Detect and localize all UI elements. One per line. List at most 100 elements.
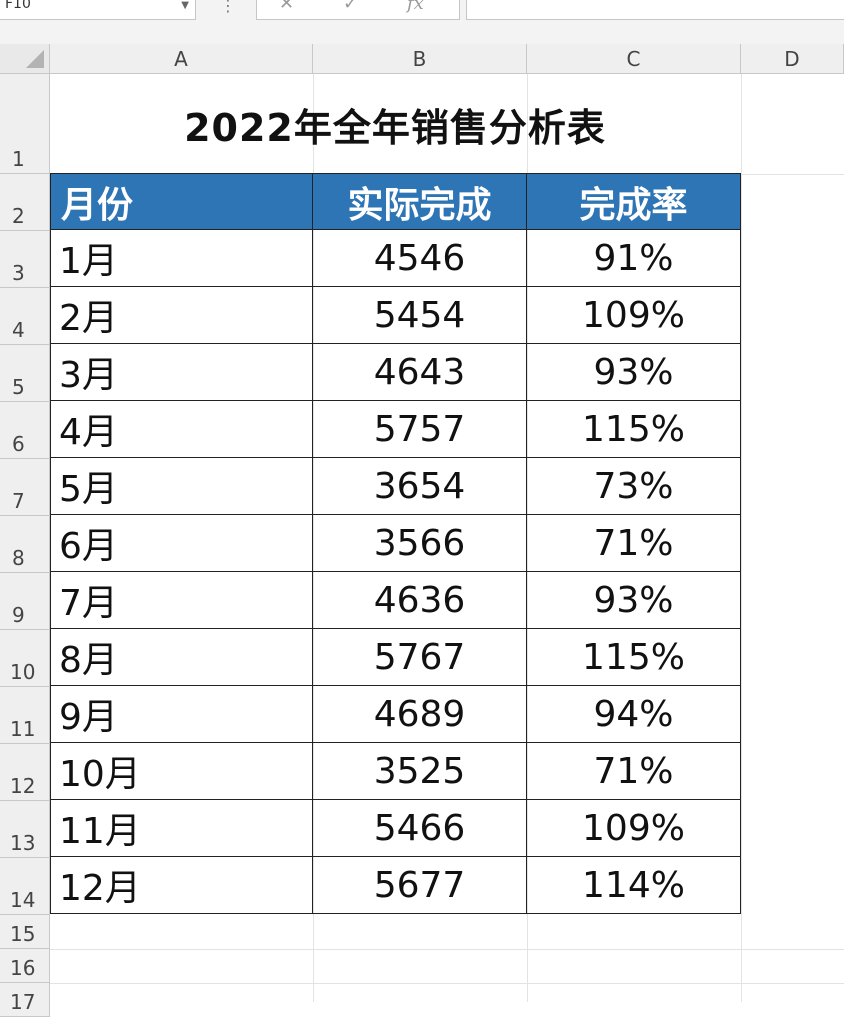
row-header[interactable]: 1 [0, 74, 50, 174]
table-row: 11月 5466 109% [50, 800, 741, 857]
cell-rate[interactable]: 93% [527, 572, 741, 629]
select-all-button[interactable] [0, 44, 50, 74]
row-number: 15 [10, 922, 36, 946]
row-header[interactable]: 2 [0, 174, 50, 231]
table-row: 7月 4636 93% [50, 572, 741, 629]
row-number: 17 [10, 990, 36, 1014]
row-header[interactable]: 17 [0, 983, 50, 1017]
row-number: 2 [12, 204, 25, 228]
table-row: 1月 4546 91% [50, 230, 741, 287]
table-row: 3月 4643 93% [50, 344, 741, 401]
enter-icon[interactable]: ✓ [343, 0, 359, 14]
row-header[interactable]: 9 [0, 573, 50, 630]
row-number: 8 [12, 546, 25, 570]
formula-input[interactable] [466, 0, 844, 20]
header-cell-month[interactable]: 月份 [50, 173, 313, 230]
cell-month[interactable]: 12月 [50, 857, 313, 914]
row-header[interactable]: 4 [0, 288, 50, 345]
row-header[interactable]: 15 [0, 915, 50, 949]
cell-rate[interactable]: 114% [527, 857, 741, 914]
cell-actual[interactable]: 5757 [313, 401, 527, 458]
sheet-title[interactable]: 2022年全年销售分析表 [184, 105, 606, 150]
gridline [527, 74, 528, 1002]
table-row: 6月 3566 71% [50, 515, 741, 572]
cell-rate[interactable]: 109% [527, 800, 741, 857]
cell-actual[interactable]: 5466 [313, 800, 527, 857]
table-row: 8月 5767 115% [50, 629, 741, 686]
cell-rate[interactable]: 94% [527, 686, 741, 743]
row-number: 3 [12, 261, 25, 285]
cell-month[interactable]: 10月 [50, 743, 313, 800]
row-header[interactable]: 14 [0, 858, 50, 915]
table-row: 4月 5757 115% [50, 401, 741, 458]
cancel-icon[interactable]: ✕ [279, 0, 295, 14]
row-header[interactable]: 12 [0, 744, 50, 801]
cell-actual[interactable]: 4689 [313, 686, 527, 743]
row-header[interactable]: 3 [0, 231, 50, 288]
cell-rate[interactable]: 71% [527, 515, 741, 572]
formula-bar: F10 ▼ ⋮ ✕ ✓ fx [0, 0, 844, 45]
cell-actual[interactable]: 3566 [313, 515, 527, 572]
header-cell-rate[interactable]: 完成率 [527, 173, 741, 230]
row-number: 14 [10, 888, 36, 912]
cell-actual[interactable]: 5454 [313, 287, 527, 344]
row-number: 7 [12, 489, 25, 513]
cell-rate[interactable]: 91% [527, 230, 741, 287]
row-header[interactable]: 5 [0, 345, 50, 402]
cell-rate[interactable]: 109% [527, 287, 741, 344]
column-header-a[interactable]: A [50, 44, 313, 74]
row-number: 13 [10, 831, 36, 855]
cell-month[interactable]: 9月 [50, 686, 313, 743]
header-cell-actual[interactable]: 实际完成 [313, 173, 527, 230]
row-number: 16 [10, 956, 36, 980]
column-header-b[interactable]: B [313, 44, 527, 74]
cell-rate[interactable]: 71% [527, 743, 741, 800]
cell-month[interactable]: 8月 [50, 629, 313, 686]
row-header[interactable]: 16 [0, 949, 50, 983]
row-header[interactable]: 10 [0, 630, 50, 687]
cell-month[interactable]: 6月 [50, 515, 313, 572]
cell-month[interactable]: 7月 [50, 572, 313, 629]
cell-rate[interactable]: 115% [527, 401, 741, 458]
row-header[interactable]: 13 [0, 801, 50, 858]
cell-month[interactable]: 5月 [50, 458, 313, 515]
cell-month[interactable]: 3月 [50, 344, 313, 401]
row-number: 5 [12, 375, 25, 399]
cell-month[interactable]: 2月 [50, 287, 313, 344]
row-header[interactable]: 11 [0, 687, 50, 744]
cell-month[interactable]: 1月 [50, 230, 313, 287]
column-header-c[interactable]: C [527, 44, 741, 74]
name-box-value: F10 [5, 0, 31, 12]
fx-icon[interactable]: fx [407, 0, 424, 14]
chevron-down-icon[interactable]: ▼ [181, 0, 189, 11]
cell-actual[interactable]: 3654 [313, 458, 527, 515]
select-all-icon [26, 50, 44, 68]
cell-actual[interactable]: 3525 [313, 743, 527, 800]
row-header[interactable]: 7 [0, 459, 50, 516]
column-header-d[interactable]: D [741, 44, 844, 74]
name-box[interactable]: F10 ▼ [0, 0, 196, 20]
cell-actual[interactable]: 5677 [313, 857, 527, 914]
row-header[interactable]: 6 [0, 402, 50, 459]
row-header[interactable]: 8 [0, 516, 50, 573]
table-row: 10月 3525 71% [50, 743, 741, 800]
table-row: 2月 5454 109% [50, 287, 741, 344]
gridline [313, 74, 314, 1002]
cell-actual[interactable]: 4636 [313, 572, 527, 629]
cell-actual[interactable]: 4643 [313, 344, 527, 401]
row-number: 10 [10, 660, 36, 684]
row-number: 12 [10, 774, 36, 798]
cell-month[interactable]: 11月 [50, 800, 313, 857]
row-number: 9 [12, 603, 25, 627]
cell-actual[interactable]: 4546 [313, 230, 527, 287]
formula-buttons: ✕ ✓ fx [256, 0, 460, 20]
cell-rate[interactable]: 115% [527, 629, 741, 686]
cell-rate[interactable]: 73% [527, 458, 741, 515]
cell-month[interactable]: 4月 [50, 401, 313, 458]
gridline [741, 74, 742, 1002]
cell-rate[interactable]: 93% [527, 344, 741, 401]
row-number: 1 [12, 147, 25, 171]
table-row: 12月 5677 114% [50, 857, 741, 914]
cell-actual[interactable]: 5767 [313, 629, 527, 686]
more-dots-icon[interactable]: ⋮ [220, 0, 236, 15]
